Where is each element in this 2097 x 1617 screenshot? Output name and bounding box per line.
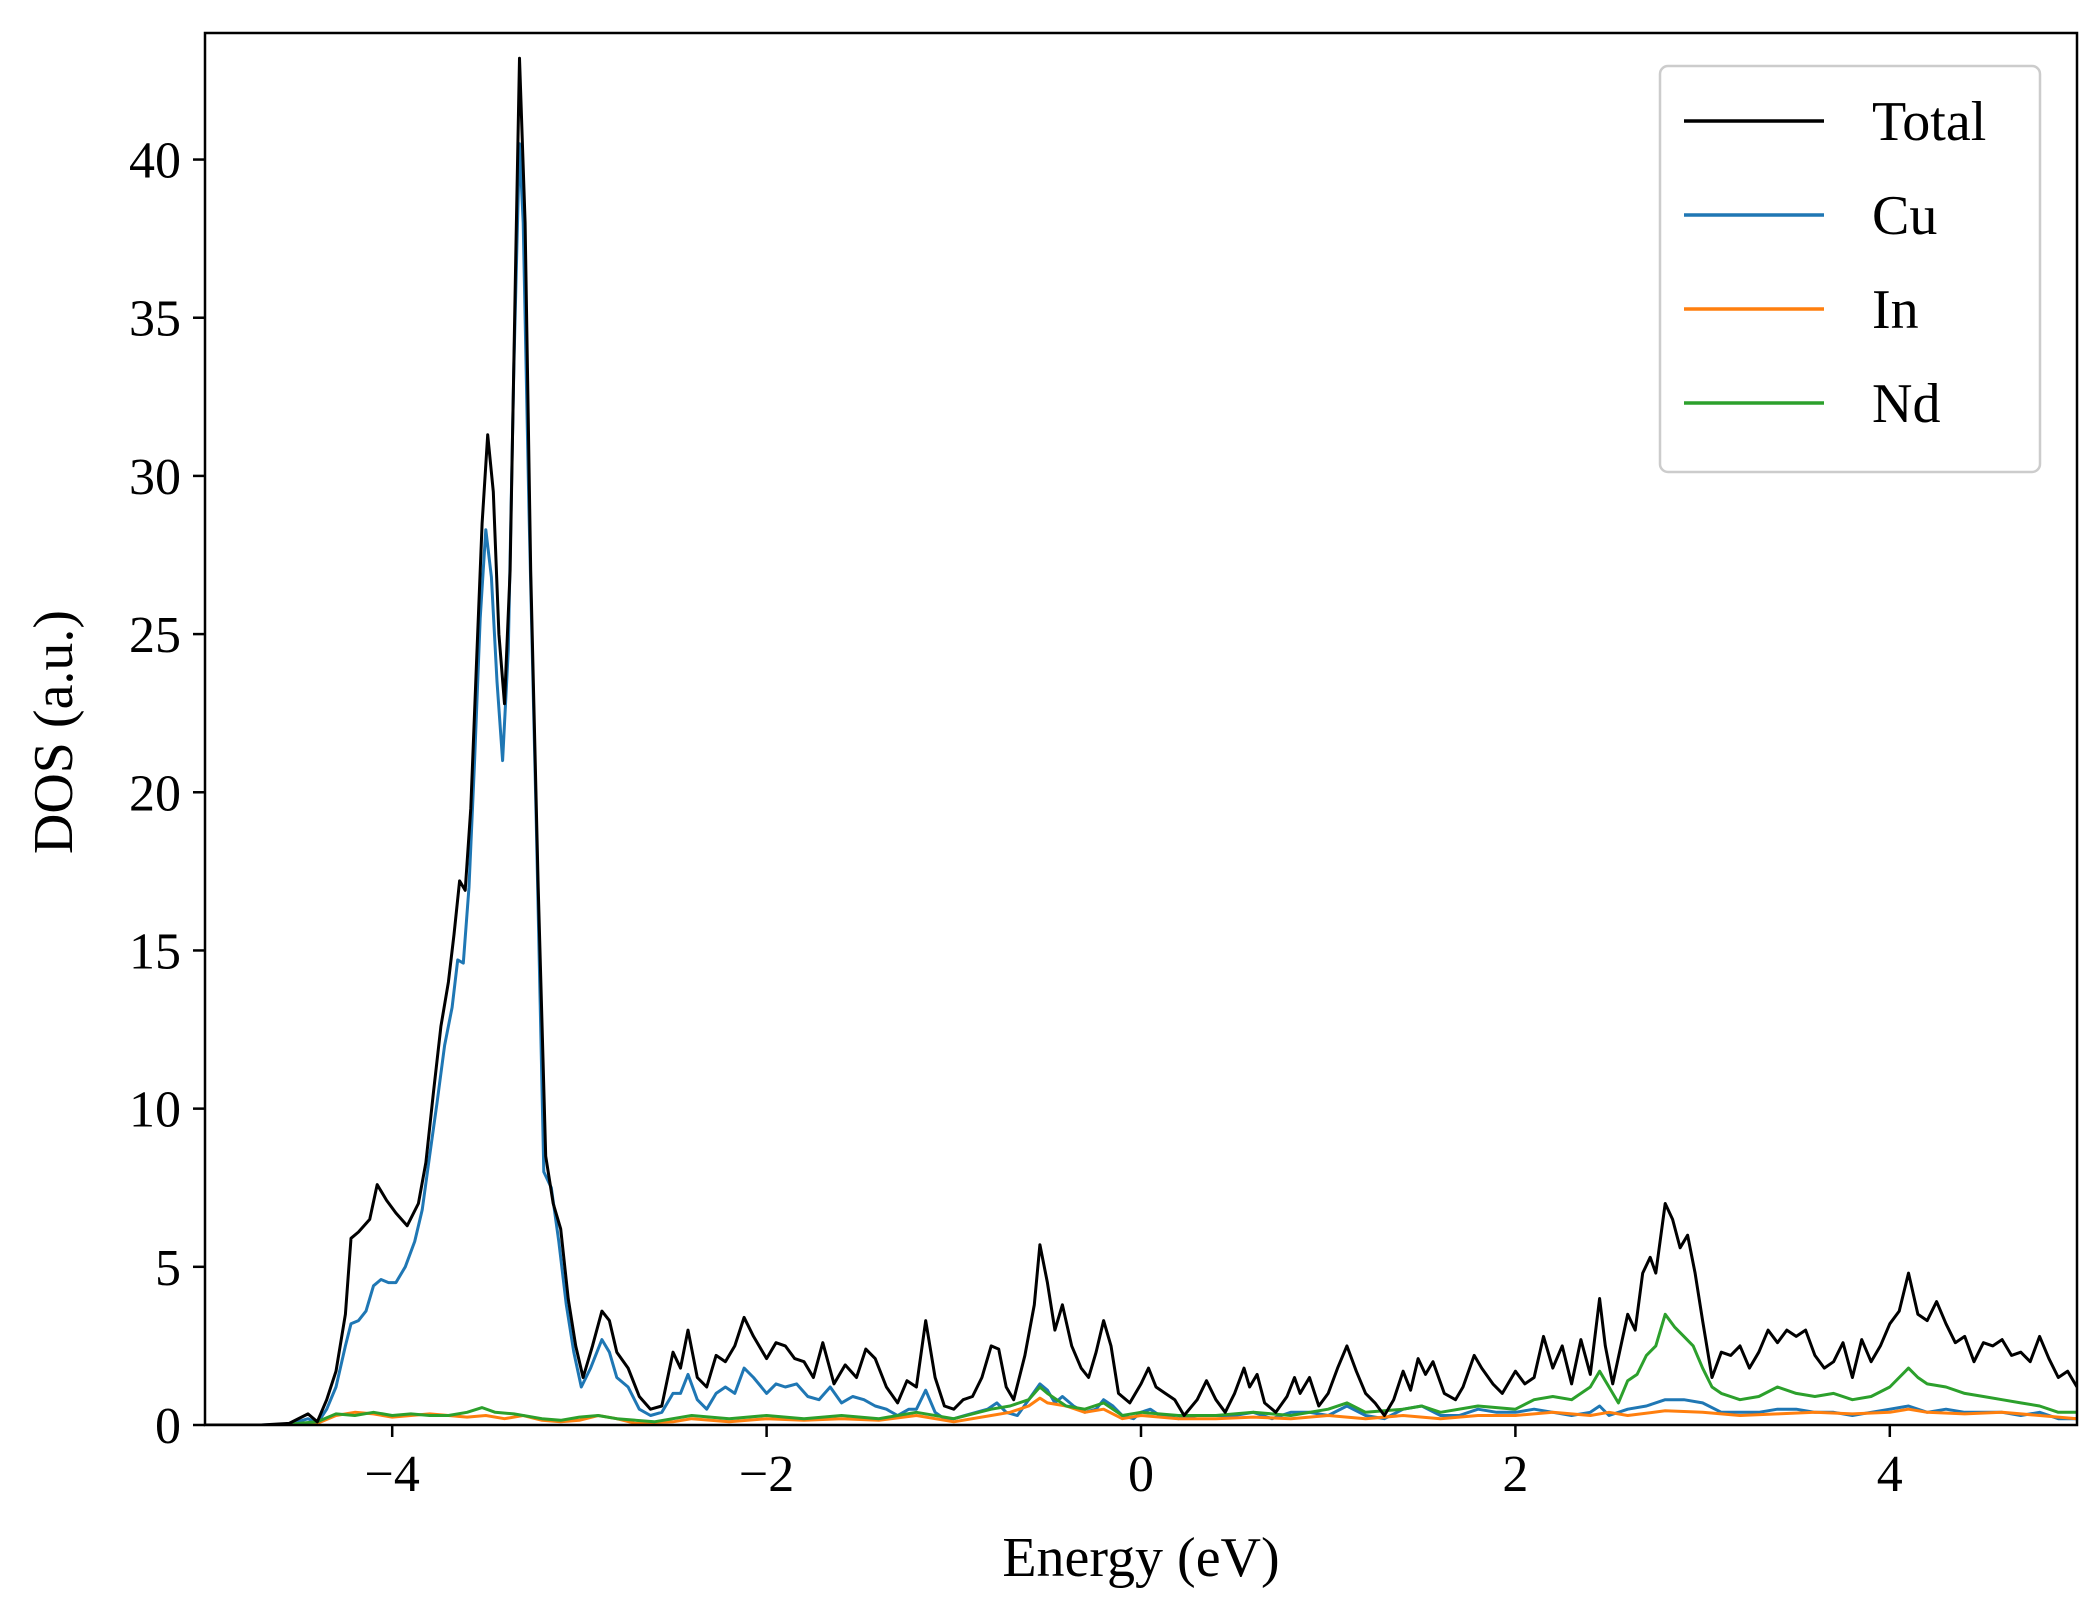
legend-label-nd: Nd [1872, 373, 1940, 435]
y-tick-label: 5 [155, 1240, 181, 1297]
legend-label-in: In [1872, 279, 1919, 341]
x-tick-label: 4 [1877, 1446, 1903, 1503]
y-tick-label: 0 [155, 1398, 181, 1455]
x-axis-title: Energy (eV) [1002, 1527, 1279, 1589]
y-tick-label: 35 [129, 291, 181, 348]
legend-label-cu: Cu [1872, 185, 1937, 247]
series-line-nd [205, 1312, 2077, 1425]
y-axis-title: DOS (a.u.) [23, 610, 85, 854]
y-tick-label: 20 [129, 765, 181, 822]
plot-series [205, 56, 2077, 1425]
y-tick-label: 15 [129, 923, 181, 980]
legend-label-total: Total [1872, 91, 1986, 153]
y-tick-label: 30 [129, 449, 181, 506]
legend: Total Cu In Nd [1658, 64, 2042, 474]
y-tick-label: 40 [129, 133, 181, 190]
series-line-in [205, 1396, 2077, 1425]
x-tick-label: −2 [739, 1446, 794, 1503]
series-line-cu [205, 142, 2077, 1425]
y-tick-label: 25 [129, 607, 181, 664]
legend-box [1658, 64, 2042, 474]
x-tick-label: −4 [365, 1446, 420, 1503]
series-line-total [205, 56, 2077, 1425]
x-tick-label: 0 [1128, 1446, 1154, 1503]
y-tick-label: 10 [129, 1082, 181, 1139]
x-tick-label: 2 [1502, 1446, 1528, 1503]
